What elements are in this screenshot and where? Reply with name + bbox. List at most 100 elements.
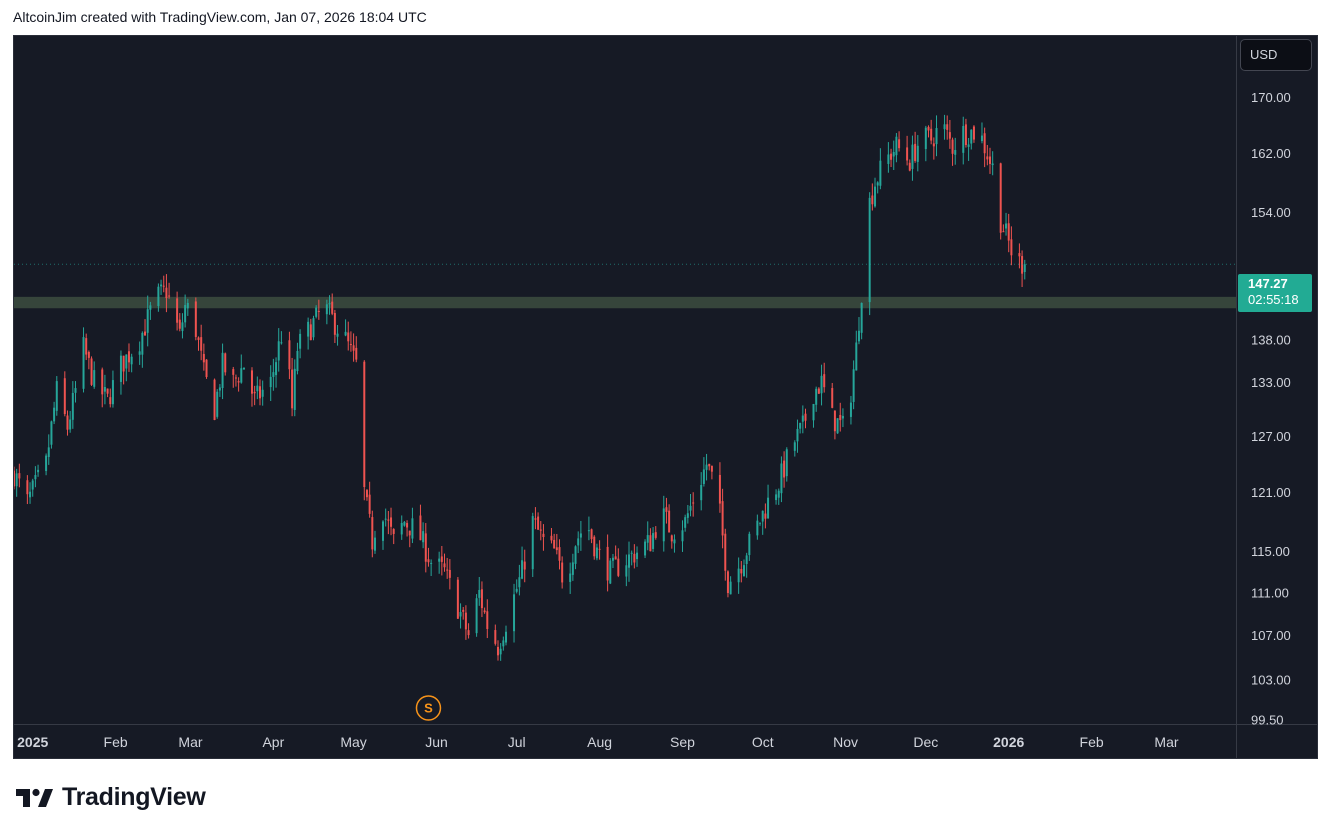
candle-body [879,160,882,186]
candle-body [849,402,852,417]
candle-body [868,197,871,303]
candle-body [662,508,665,542]
candle-body [579,533,582,538]
candle-body [614,556,617,560]
candle-body [272,372,275,377]
tradingview-logo-icon [16,788,53,807]
candle-body [291,369,294,409]
chart-frame[interactable]: 170.00 162.00 154.00 138.00 133.00 127.00 121.… [13,35,1318,759]
candle-body [325,304,328,315]
candle-body [138,351,141,355]
candle-body [47,447,50,458]
candle-body [745,555,748,564]
tradingview-logo[interactable]: TradingView [14,783,206,812]
candle-body [344,331,347,336]
price-tick-label: 103.00 [1251,672,1291,687]
candle-body [633,553,636,563]
candle-body [331,301,334,314]
candle-body [767,497,770,519]
candle-body [710,465,713,472]
candle-body [692,502,695,504]
candle-body [384,518,387,520]
candle-body [31,480,34,490]
candle-body [176,298,179,323]
candle-body [119,355,122,382]
candle-body [50,421,53,445]
candle-body [874,186,877,207]
candle-body [315,307,318,317]
time-tick-label: Apr [262,734,284,750]
last-price-tag: 147.27 02:55:18 [1238,274,1312,312]
candle-body [689,505,692,511]
candle-body [970,129,973,144]
candle-body [841,415,844,419]
candle-body [162,285,165,287]
candle-body [224,353,227,373]
candle-body [740,569,743,574]
bar-countdown: 02:55:18 [1248,292,1299,307]
candle-body [986,156,989,160]
candle-body [946,124,949,130]
candle-body [496,646,499,656]
price-chart[interactable]: 170.00 162.00 154.00 138.00 133.00 127.00 121.… [14,36,1318,759]
candle-body [122,355,125,372]
candle-body [700,485,703,501]
candle-body [237,381,240,383]
candle-body [836,418,839,434]
candle-body [943,124,946,130]
candle-body [857,330,860,342]
candle-body [29,491,32,498]
time-tick-label: Mar [178,734,202,750]
candle-body [232,369,235,375]
time-tick-label: 2026 [993,734,1024,750]
candle-body [202,353,205,363]
candle-body [280,342,283,344]
candle-body [440,556,443,562]
candle-body [609,560,612,584]
candle-body [443,563,446,568]
candle-body [1007,223,1010,241]
candle-body [558,547,561,561]
price-tick-label: 111.00 [1251,585,1289,600]
candle-body [250,370,253,394]
time-tick-label: Aug [587,734,612,750]
candle-body [368,494,371,514]
candle-body [365,490,368,498]
candle-body [521,560,524,579]
candle-body [916,145,919,162]
candle-body [317,310,320,312]
candle-body [213,379,216,421]
candle-body [256,385,259,392]
candle-body [948,132,951,139]
candle-body [502,640,505,647]
candle-body [1018,253,1021,257]
candle-body [742,565,745,577]
candle-body [37,469,40,473]
candle-body [312,318,315,338]
candle-body [553,539,556,549]
candle-body [355,347,358,360]
candle-body [392,529,395,534]
candle-body [593,536,596,557]
candle-body [649,535,652,552]
candle-body [852,369,855,402]
candle-body [932,143,935,147]
candle-body [253,391,256,394]
candle-body [352,345,355,351]
candle-body [71,392,74,420]
candle-body [234,377,237,379]
candle-body [53,407,56,422]
candle-body [951,139,954,154]
candle-body [411,518,414,539]
candle-body [871,195,874,205]
candle-body [45,455,48,472]
candle-body [1005,223,1008,229]
candle-body [408,530,411,536]
candle-body [571,562,574,575]
candle-body [550,535,553,541]
candle-body [462,609,465,612]
time-tick-label: Mar [1154,734,1178,750]
candle-body [630,552,633,554]
candle-body [927,126,930,131]
currency-button[interactable]: USD [1240,39,1312,71]
